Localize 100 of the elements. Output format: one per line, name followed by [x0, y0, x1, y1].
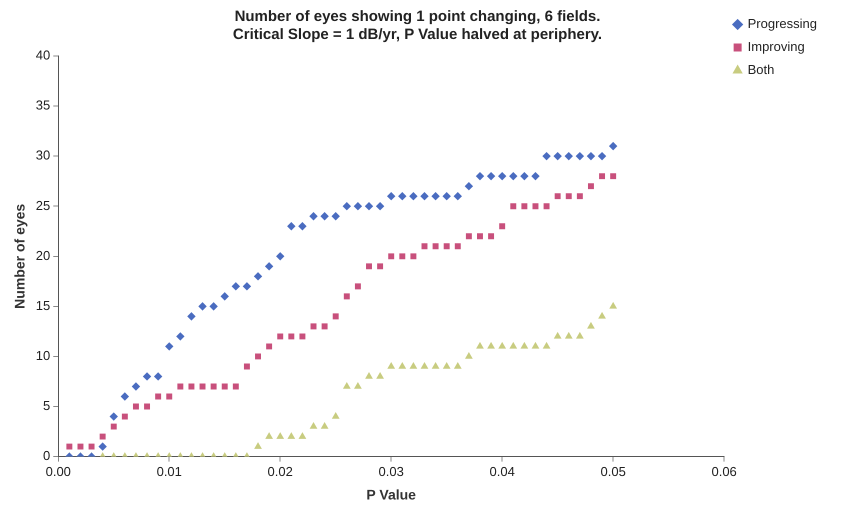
- point: [265, 262, 274, 270]
- point: [298, 222, 306, 230]
- point: [66, 444, 72, 450]
- point: [454, 192, 462, 200]
- point: [288, 432, 295, 439]
- y-tick-label: 5: [43, 398, 50, 414]
- point: [143, 372, 152, 380]
- point: [498, 342, 506, 349]
- point: [144, 404, 150, 410]
- chart-title: Number of eyes showing 1 point changing, 6 fields. Critical Slope = 1 dB/yr, P Value halved at periphery.: [232, 8, 602, 44]
- point: [366, 263, 372, 270]
- point: [499, 223, 506, 230]
- point: [398, 192, 406, 200]
- point: [422, 243, 428, 250]
- point: [432, 362, 440, 369]
- point: [610, 302, 617, 309]
- point: [576, 193, 583, 200]
- point: [320, 212, 329, 220]
- x-tick-label: 0.06: [711, 464, 737, 479]
- point: [220, 292, 229, 300]
- point: [442, 192, 451, 200]
- point: [544, 203, 550, 210]
- point: [510, 342, 517, 349]
- point: [343, 382, 350, 389]
- point: [554, 152, 562, 160]
- point: [387, 192, 396, 200]
- point: [376, 372, 384, 379]
- point: [410, 362, 417, 369]
- point: [222, 384, 228, 390]
- point: [399, 253, 406, 260]
- y-tick-label: 15: [36, 298, 50, 313]
- point: [521, 203, 528, 210]
- point: [487, 172, 496, 180]
- point: [176, 332, 184, 340]
- point: [299, 333, 306, 340]
- point: [354, 202, 362, 210]
- x-tick-label: 0.05: [600, 464, 626, 479]
- point: [454, 243, 461, 250]
- point: [266, 343, 272, 350]
- x-tick-label: 0.00: [46, 464, 71, 479]
- point: [542, 152, 551, 160]
- point: [254, 442, 262, 449]
- y-tick-label: 40: [36, 48, 50, 63]
- point: [566, 193, 572, 200]
- point: [332, 412, 340, 419]
- y-tick-label: 25: [36, 198, 50, 213]
- point: [576, 332, 584, 339]
- point: [488, 233, 494, 240]
- point: [420, 192, 428, 200]
- point: [477, 233, 483, 240]
- point: [565, 332, 572, 339]
- point: [310, 323, 316, 330]
- x-tick-label: 0.04: [490, 464, 515, 479]
- point: [277, 333, 284, 340]
- y-axis-title: Number of eyes: [11, 204, 28, 309]
- legend-label: Both: [748, 62, 774, 78]
- point: [432, 243, 439, 250]
- point: [110, 412, 118, 421]
- point: [98, 442, 107, 451]
- x-tick-label: 0.02: [268, 464, 293, 479]
- x-tick-label: 0.01: [156, 464, 182, 479]
- legend-label: Improving: [748, 39, 805, 54]
- point: [444, 243, 450, 250]
- point: [132, 404, 139, 410]
- point: [554, 193, 561, 200]
- point: [298, 432, 306, 439]
- point: [388, 253, 394, 260]
- point: [342, 202, 351, 210]
- y-tick-label: 30: [36, 148, 50, 163]
- point: [88, 444, 95, 450]
- point: [588, 183, 594, 190]
- x-tick-label: 0.03: [378, 464, 404, 479]
- point: [254, 272, 262, 280]
- y-tick-label: 10: [36, 348, 50, 364]
- y-tick-label: 35: [36, 98, 50, 113]
- point: [443, 362, 450, 369]
- legend-label: Progressing: [748, 16, 818, 32]
- point: [187, 312, 196, 320]
- point: [520, 342, 528, 349]
- point: [244, 363, 250, 370]
- point: [410, 253, 416, 260]
- point: [388, 362, 395, 369]
- point: [576, 152, 584, 160]
- point: [520, 172, 528, 180]
- point: [398, 362, 406, 369]
- point: [100, 434, 106, 440]
- point: [332, 313, 339, 320]
- point: [587, 322, 594, 329]
- point: [354, 283, 361, 290]
- point: [242, 282, 251, 290]
- point: [476, 172, 484, 180]
- point: [165, 342, 174, 350]
- point: [464, 182, 473, 190]
- point: [531, 172, 540, 180]
- point: [488, 342, 495, 349]
- point: [498, 172, 506, 180]
- point: [610, 173, 616, 180]
- point: [77, 444, 84, 450]
- point: [288, 333, 294, 340]
- point: [120, 392, 129, 401]
